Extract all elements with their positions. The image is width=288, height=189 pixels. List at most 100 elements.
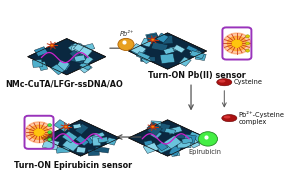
FancyBboxPatch shape <box>88 149 99 156</box>
Circle shape <box>48 124 52 127</box>
FancyBboxPatch shape <box>143 143 159 153</box>
Circle shape <box>223 33 251 54</box>
Circle shape <box>50 44 54 47</box>
FancyBboxPatch shape <box>136 52 150 60</box>
FancyBboxPatch shape <box>141 57 155 61</box>
FancyBboxPatch shape <box>183 134 196 144</box>
Text: Cysteine: Cysteine <box>233 79 262 85</box>
FancyBboxPatch shape <box>147 122 161 133</box>
FancyBboxPatch shape <box>69 50 82 60</box>
Text: Pb²⁺: Pb²⁺ <box>120 31 134 36</box>
Text: NMc-CuTA/LFGr-ssDNA/AO: NMc-CuTA/LFGr-ssDNA/AO <box>5 79 123 88</box>
FancyBboxPatch shape <box>147 34 159 42</box>
Circle shape <box>48 138 52 141</box>
FancyBboxPatch shape <box>71 45 87 53</box>
FancyBboxPatch shape <box>73 43 87 53</box>
FancyBboxPatch shape <box>163 47 175 54</box>
FancyBboxPatch shape <box>160 54 175 64</box>
FancyBboxPatch shape <box>38 61 48 70</box>
Circle shape <box>48 131 52 134</box>
FancyBboxPatch shape <box>141 38 153 47</box>
FancyBboxPatch shape <box>146 33 158 41</box>
FancyBboxPatch shape <box>190 51 204 59</box>
FancyBboxPatch shape <box>71 44 82 50</box>
FancyBboxPatch shape <box>151 121 161 129</box>
FancyBboxPatch shape <box>130 43 146 55</box>
FancyBboxPatch shape <box>187 132 204 144</box>
Circle shape <box>151 125 154 128</box>
FancyBboxPatch shape <box>189 48 199 56</box>
FancyBboxPatch shape <box>177 141 191 148</box>
FancyBboxPatch shape <box>92 137 101 146</box>
FancyBboxPatch shape <box>186 45 198 53</box>
FancyBboxPatch shape <box>42 139 59 150</box>
FancyBboxPatch shape <box>188 139 200 148</box>
FancyBboxPatch shape <box>94 133 102 139</box>
Circle shape <box>151 38 154 41</box>
FancyBboxPatch shape <box>181 138 193 144</box>
FancyBboxPatch shape <box>74 55 86 62</box>
FancyBboxPatch shape <box>76 147 86 153</box>
FancyBboxPatch shape <box>141 56 151 64</box>
FancyBboxPatch shape <box>76 52 94 65</box>
FancyBboxPatch shape <box>59 62 70 70</box>
FancyBboxPatch shape <box>54 120 71 132</box>
FancyBboxPatch shape <box>162 36 173 44</box>
Circle shape <box>198 132 217 146</box>
Circle shape <box>232 40 242 47</box>
FancyBboxPatch shape <box>56 147 70 153</box>
Circle shape <box>64 125 67 128</box>
Ellipse shape <box>222 115 237 122</box>
FancyBboxPatch shape <box>164 128 176 134</box>
Circle shape <box>34 129 44 136</box>
Text: Turn-ON Pb(II) sensor: Turn-ON Pb(II) sensor <box>148 71 245 80</box>
FancyBboxPatch shape <box>73 124 82 129</box>
FancyBboxPatch shape <box>156 33 169 43</box>
FancyBboxPatch shape <box>177 134 192 140</box>
FancyBboxPatch shape <box>62 131 77 143</box>
FancyBboxPatch shape <box>164 136 182 149</box>
FancyBboxPatch shape <box>79 62 91 70</box>
Polygon shape <box>41 120 120 156</box>
FancyBboxPatch shape <box>55 60 70 71</box>
FancyBboxPatch shape <box>150 130 162 139</box>
FancyBboxPatch shape <box>144 140 154 148</box>
FancyBboxPatch shape <box>170 149 180 156</box>
FancyBboxPatch shape <box>32 60 43 67</box>
Circle shape <box>246 42 250 45</box>
FancyBboxPatch shape <box>156 122 170 133</box>
Circle shape <box>246 35 250 38</box>
Text: Pb²⁺-Cysteine
complex: Pb²⁺-Cysteine complex <box>238 111 285 125</box>
FancyBboxPatch shape <box>169 145 181 156</box>
FancyBboxPatch shape <box>147 124 162 136</box>
FancyBboxPatch shape <box>167 126 182 135</box>
FancyBboxPatch shape <box>90 132 105 141</box>
FancyBboxPatch shape <box>34 47 48 56</box>
FancyBboxPatch shape <box>183 136 194 146</box>
FancyBboxPatch shape <box>173 45 185 53</box>
FancyBboxPatch shape <box>156 142 168 151</box>
FancyBboxPatch shape <box>79 63 92 73</box>
FancyBboxPatch shape <box>131 46 146 57</box>
Circle shape <box>25 122 53 143</box>
FancyBboxPatch shape <box>86 135 100 144</box>
FancyBboxPatch shape <box>62 139 79 151</box>
Circle shape <box>118 38 134 50</box>
Circle shape <box>29 125 48 139</box>
Text: Turn-ON Epirubicin sensor: Turn-ON Epirubicin sensor <box>14 160 132 170</box>
Text: Epirubicin: Epirubicin <box>189 149 221 155</box>
FancyBboxPatch shape <box>151 42 168 51</box>
FancyBboxPatch shape <box>75 136 89 146</box>
Circle shape <box>228 36 247 51</box>
FancyBboxPatch shape <box>70 53 86 64</box>
FancyBboxPatch shape <box>155 142 172 153</box>
FancyBboxPatch shape <box>51 64 65 75</box>
FancyBboxPatch shape <box>194 50 204 58</box>
FancyBboxPatch shape <box>78 46 93 57</box>
FancyBboxPatch shape <box>75 124 89 135</box>
FancyBboxPatch shape <box>195 53 206 60</box>
FancyBboxPatch shape <box>68 43 83 55</box>
FancyBboxPatch shape <box>83 44 95 51</box>
FancyBboxPatch shape <box>76 53 87 62</box>
Polygon shape <box>128 120 207 156</box>
